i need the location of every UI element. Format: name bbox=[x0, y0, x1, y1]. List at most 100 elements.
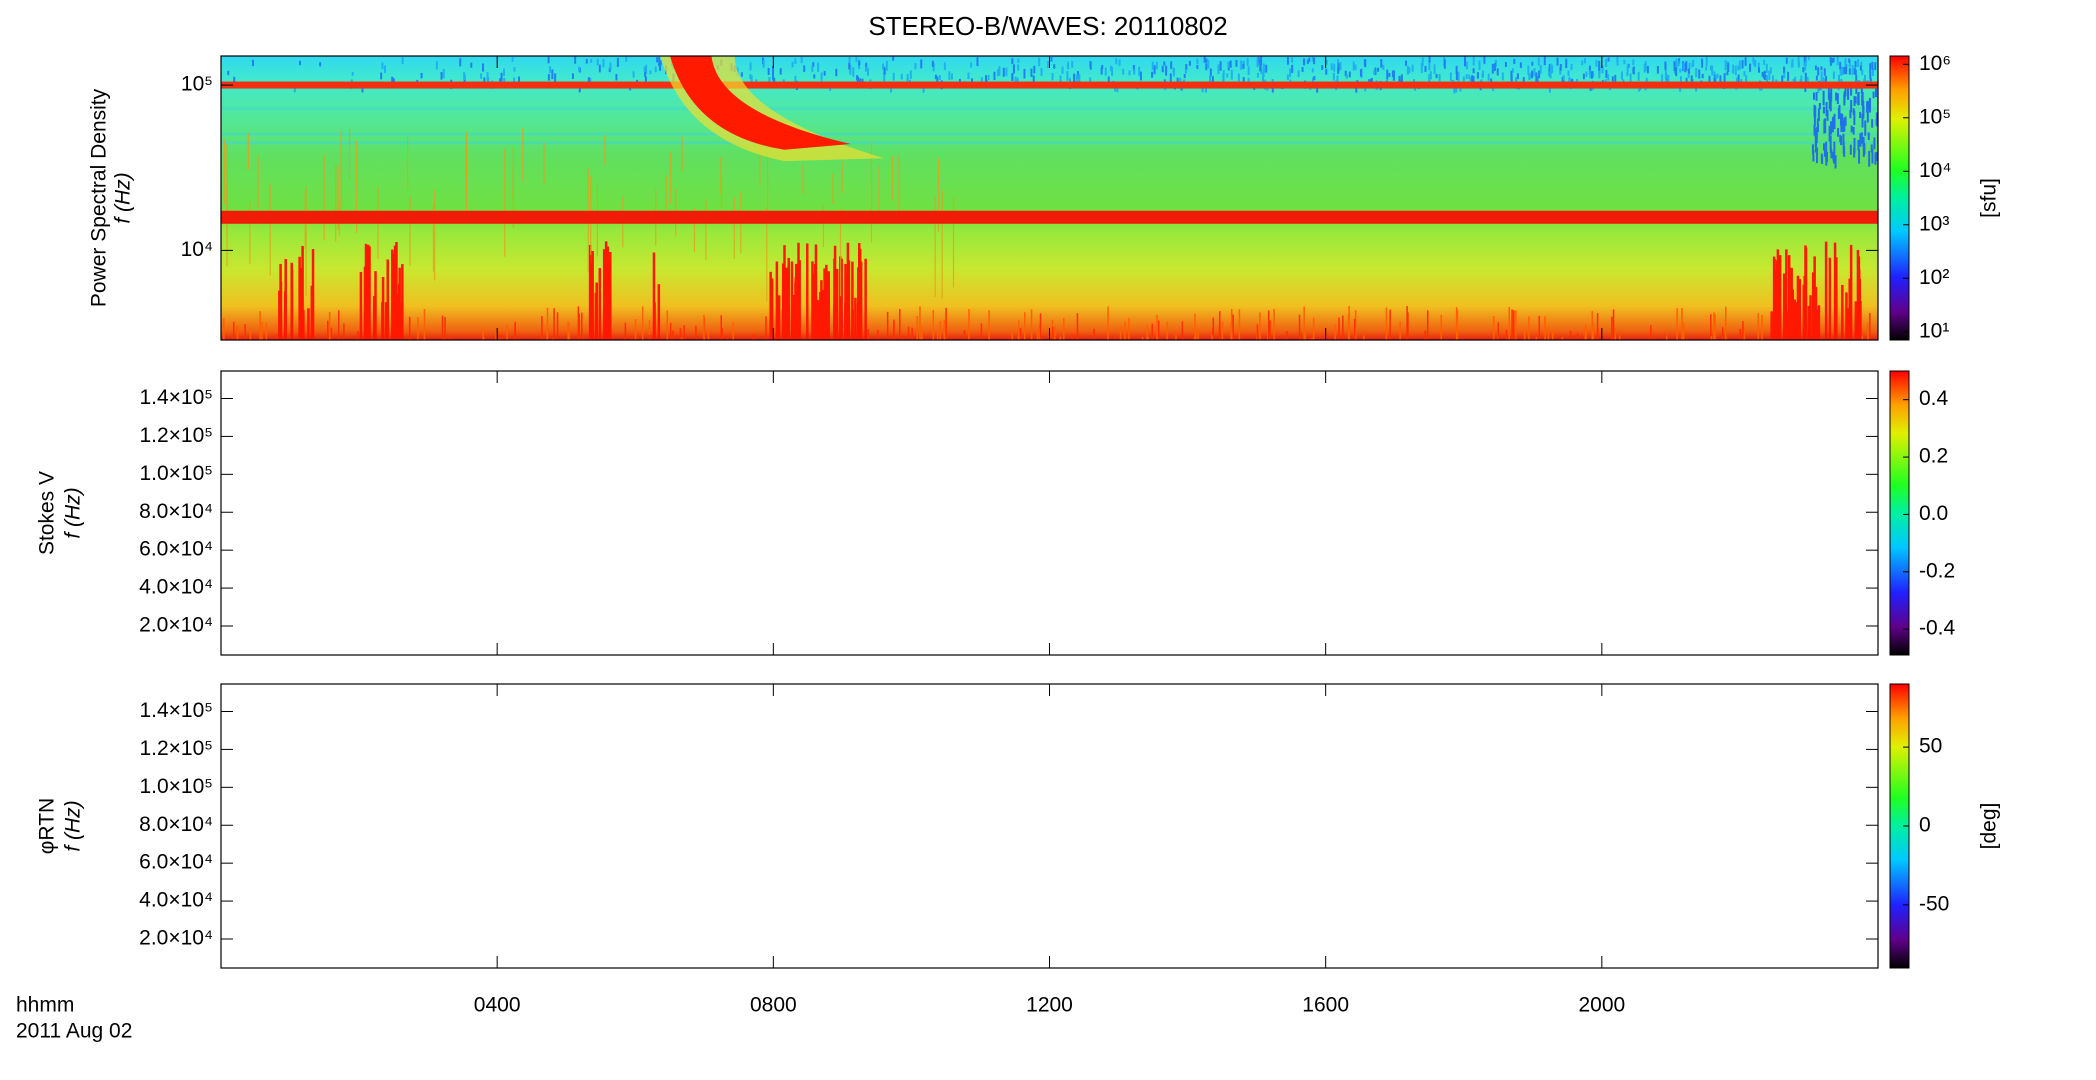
speckle bbox=[1761, 71, 1764, 77]
speckle bbox=[435, 60, 438, 70]
speckle bbox=[609, 62, 612, 71]
speckle bbox=[1226, 73, 1229, 78]
colorbar bbox=[1889, 370, 1910, 656]
speckle bbox=[659, 60, 662, 66]
speckle bbox=[1825, 153, 1828, 166]
spike bbox=[512, 168, 514, 228]
y-tick-label: 4.0×10⁴ bbox=[139, 889, 213, 912]
speckle bbox=[1762, 74, 1765, 79]
burst bbox=[720, 315, 722, 340]
speckle bbox=[1435, 73, 1438, 79]
spike bbox=[832, 173, 834, 204]
speckle bbox=[1109, 65, 1112, 71]
burst bbox=[704, 338, 706, 340]
speckle bbox=[1605, 58, 1608, 67]
burst bbox=[775, 261, 779, 340]
speckle bbox=[590, 58, 593, 64]
burst bbox=[893, 322, 895, 340]
speckle bbox=[1209, 68, 1212, 77]
speckle bbox=[1196, 58, 1199, 64]
burst bbox=[1743, 327, 1746, 340]
speckle bbox=[1066, 71, 1069, 81]
burst bbox=[1686, 337, 1688, 340]
x-label: hhmm bbox=[16, 994, 74, 1017]
burst bbox=[945, 307, 947, 340]
burst bbox=[1867, 322, 1869, 340]
speckle bbox=[1222, 70, 1225, 75]
speckle bbox=[1030, 68, 1033, 77]
burst bbox=[1814, 286, 1818, 340]
y-axis-label: f (Hz) bbox=[112, 172, 135, 223]
spike bbox=[705, 199, 707, 260]
burst bbox=[1551, 330, 1554, 340]
burst bbox=[732, 322, 734, 340]
spike bbox=[839, 208, 842, 297]
burst bbox=[833, 258, 836, 340]
speckle bbox=[892, 56, 895, 61]
burst bbox=[1124, 321, 1126, 340]
speckle bbox=[848, 62, 851, 70]
burst bbox=[337, 310, 340, 340]
y-axis-label: f (Hz) bbox=[62, 800, 85, 851]
speckle bbox=[1859, 111, 1862, 119]
y-tick-label: 10⁴ bbox=[181, 238, 213, 261]
burst bbox=[1776, 249, 1780, 340]
speckle bbox=[1701, 73, 1704, 79]
burst bbox=[703, 314, 705, 340]
speckle bbox=[1071, 61, 1074, 68]
speckle bbox=[1325, 68, 1328, 75]
speckle bbox=[1260, 66, 1263, 75]
speckle bbox=[1858, 149, 1861, 164]
speckle bbox=[1853, 110, 1856, 126]
speckle bbox=[1675, 67, 1678, 77]
speckle bbox=[1839, 61, 1842, 70]
burst bbox=[1833, 242, 1837, 340]
speckle bbox=[1860, 61, 1863, 68]
burst bbox=[276, 334, 279, 340]
speckle bbox=[1807, 56, 1810, 61]
speckle bbox=[1705, 66, 1708, 71]
burst bbox=[598, 268, 602, 340]
band bbox=[221, 107, 1878, 111]
spike bbox=[898, 155, 900, 215]
burst bbox=[1024, 312, 1026, 340]
speckle bbox=[227, 70, 230, 76]
speckle bbox=[1820, 153, 1823, 162]
band bbox=[221, 141, 1878, 145]
speckle bbox=[1259, 64, 1262, 72]
speckle bbox=[1815, 92, 1818, 101]
burst bbox=[1071, 334, 1074, 340]
colorbar-label: [sfu] bbox=[1978, 178, 2001, 218]
burst bbox=[1515, 310, 1517, 340]
speckle bbox=[1727, 62, 1730, 72]
speckle bbox=[1814, 140, 1817, 153]
speckle bbox=[1476, 72, 1479, 79]
burst bbox=[1175, 334, 1177, 340]
speckle bbox=[1629, 73, 1632, 83]
burst bbox=[854, 297, 857, 340]
burst bbox=[1304, 329, 1306, 340]
speckle bbox=[1817, 108, 1820, 121]
speckle bbox=[1118, 59, 1121, 66]
x-tick-label: 2000 bbox=[1578, 994, 1625, 1017]
speckle bbox=[1698, 69, 1701, 79]
speckle bbox=[1313, 76, 1316, 81]
burst bbox=[1772, 256, 1776, 340]
speckle bbox=[1565, 58, 1568, 69]
speckle bbox=[1491, 63, 1494, 74]
speckle bbox=[1632, 59, 1635, 66]
speckle bbox=[932, 62, 935, 72]
burst bbox=[1828, 257, 1832, 340]
burst bbox=[498, 335, 501, 340]
burst bbox=[726, 335, 729, 340]
speckle bbox=[1763, 75, 1766, 81]
burst bbox=[259, 311, 261, 340]
speckle bbox=[1420, 63, 1423, 74]
speckle bbox=[1242, 63, 1245, 69]
speckle bbox=[1002, 67, 1005, 77]
burst bbox=[1514, 335, 1516, 340]
speckle bbox=[1860, 86, 1863, 94]
burst bbox=[1156, 314, 1158, 340]
speckle bbox=[503, 68, 506, 77]
burst bbox=[1682, 322, 1685, 340]
